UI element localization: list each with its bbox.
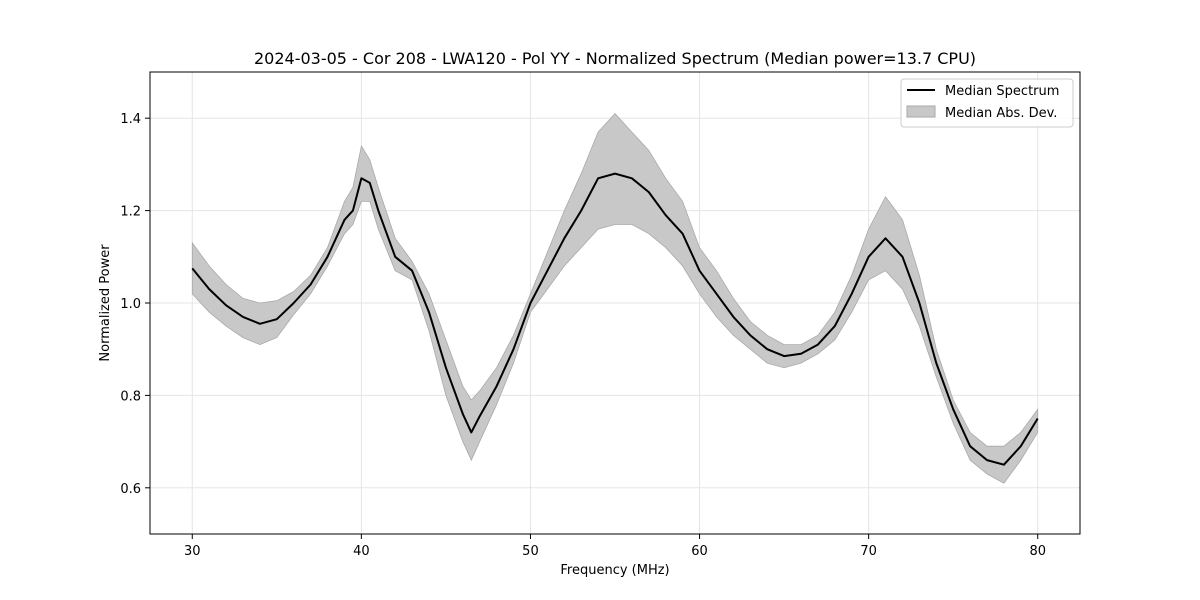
x-tick-label: 40 <box>353 544 370 559</box>
chart-title: 2024-03-05 - Cor 208 - LWA120 - Pol YY -… <box>254 49 976 68</box>
mad-band-group <box>191 113 1039 484</box>
x-tick-label: 70 <box>860 544 877 559</box>
x-tick-label: 50 <box>522 544 539 559</box>
x-tick-label: 30 <box>184 544 201 559</box>
legend-box <box>900 78 1074 128</box>
y-tick-label: 0.6 <box>120 482 141 497</box>
y-axis-label: Normalized Power <box>98 244 113 362</box>
legend: Median Spectrum Median Abs. Dev. <box>900 78 1074 128</box>
median-spectrum-line <box>191 172 1039 466</box>
legend-mad-swatch <box>906 105 936 118</box>
x-tick-label: 60 <box>691 544 708 559</box>
median-line-group <box>191 172 1039 466</box>
mad-band <box>191 113 1039 484</box>
legend-mad-label: Median Abs. Dev. <box>945 106 1057 121</box>
y-tick-label: 1.0 <box>120 297 141 312</box>
x-axis: 30 40 50 60 70 80 <box>184 534 1046 559</box>
legend-median-label: Median Spectrum <box>945 84 1059 99</box>
y-tick-label: 1.4 <box>120 112 141 127</box>
y-axis: 0.6 0.8 1.0 1.2 1.4 <box>120 112 150 497</box>
x-tick-label: 80 <box>1029 544 1046 559</box>
y-tick-label: 0.8 <box>120 389 141 404</box>
x-axis-label: Frequency (MHz) <box>560 563 669 578</box>
y-tick-label: 1.2 <box>120 205 141 220</box>
